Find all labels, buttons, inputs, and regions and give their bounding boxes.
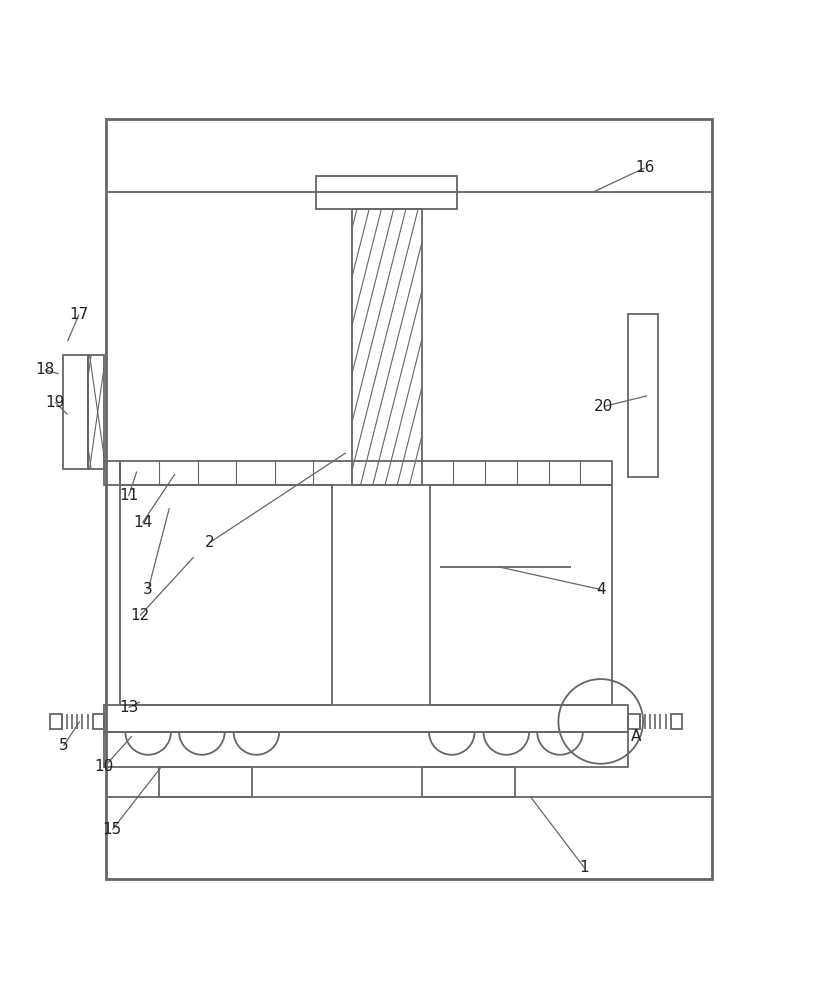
Bar [352,209,422,485]
Bar [63,355,88,469]
Bar [106,119,712,879]
Text: 16: 16 [635,160,654,175]
Bar [93,714,104,729]
Text: 13: 13 [119,700,138,715]
Text: 12: 12 [130,608,150,623]
Text: 15: 15 [103,822,122,837]
Bar [159,767,252,797]
Bar [88,355,104,469]
Bar [104,732,628,767]
Text: 4: 4 [596,582,606,597]
Bar [671,714,682,729]
Text: 10: 10 [94,759,114,774]
Bar [316,176,457,209]
Text: 11: 11 [119,488,138,503]
Bar [120,461,612,485]
Bar [104,705,628,732]
Text: 19: 19 [46,395,65,410]
Bar [628,314,658,477]
Text: 5: 5 [59,738,68,753]
Text: 3: 3 [143,582,153,597]
Bar [120,485,332,705]
Bar [422,767,515,797]
Text: 17: 17 [69,307,89,322]
Text: 20: 20 [594,399,614,414]
Text: 18: 18 [35,362,55,377]
Bar [430,485,612,705]
Text: A: A [632,729,641,744]
Text: 14: 14 [133,515,152,530]
Bar [50,714,62,729]
Text: 2: 2 [205,535,215,550]
Bar [104,461,120,485]
Text: 1: 1 [580,860,589,875]
Bar [628,714,640,729]
